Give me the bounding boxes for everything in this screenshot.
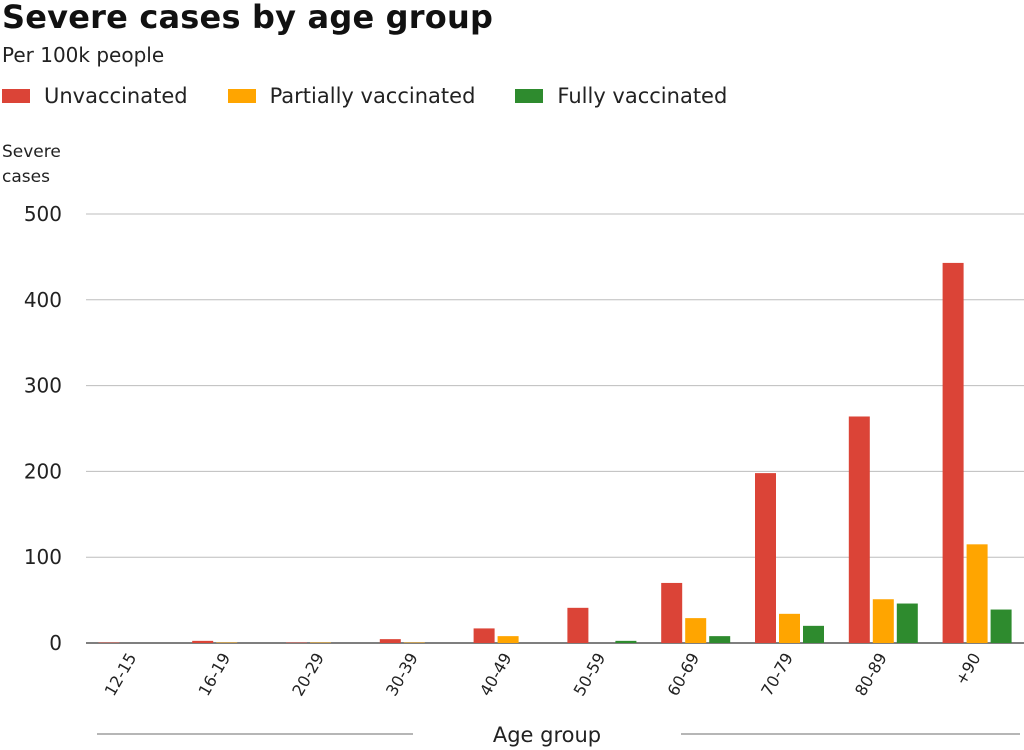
bar-partially-vaccinated-+90 xyxy=(966,544,988,643)
bar-partially-vaccinated-70-79 xyxy=(779,613,800,643)
y-tick-label-0: 0 xyxy=(49,631,62,655)
bar-unvaccinated-80-89 xyxy=(848,416,870,643)
bar-unvaccinated-70-79 xyxy=(755,473,776,643)
bar-fully-vaccinated-70-79 xyxy=(803,625,824,643)
x-tick-label-20-29: 20-29 xyxy=(288,650,328,700)
legend-item-partially-vaccinated: Partially vaccinated xyxy=(227,84,476,108)
bar-unvaccinated-40-49 xyxy=(473,628,495,643)
x-tick-label-50-59: 50-59 xyxy=(570,650,610,700)
x-tick-label-12-15: 12-15 xyxy=(101,650,141,700)
chart-subtitle: Per 100k people xyxy=(2,43,165,67)
x-tick-label-16-19: 16-19 xyxy=(194,650,234,700)
y-tick-label-300: 300 xyxy=(24,374,62,398)
bar-fully-vaccinated-50-59 xyxy=(615,640,637,643)
x-tick-label-30-39: 30-39 xyxy=(382,650,422,700)
x-tick-label-60-69: 60-69 xyxy=(663,650,703,700)
bar-fully-vaccinated-60-69 xyxy=(709,636,731,643)
bar-unvaccinated-30-39 xyxy=(379,639,401,643)
bar-unvaccinated-+90 xyxy=(942,262,964,643)
y-tick-label-200: 200 xyxy=(24,459,62,483)
legend-label-partially-vaccinated: Partially vaccinated xyxy=(269,84,476,108)
bar-unvaccinated-50-59 xyxy=(567,607,589,643)
legend: Unvaccinated Partially vaccinated Fully … xyxy=(2,84,767,108)
y-tick-label-100: 100 xyxy=(24,545,62,569)
chart-title: Severe cases by age group xyxy=(2,0,494,36)
x-tick-label-70-79: 70-79 xyxy=(757,650,797,700)
legend-label-fully-vaccinated: Fully vaccinated xyxy=(557,84,728,108)
legend-swatch-fully-vaccinated xyxy=(515,89,544,103)
x-tick-label-40-49: 40-49 xyxy=(476,650,516,700)
x-axis-title: Age group xyxy=(493,723,601,747)
bar-fully-vaccinated-80-89 xyxy=(896,603,918,643)
y-axis-label: Severe cases xyxy=(2,142,61,187)
y-tick-label-400: 400 xyxy=(24,288,62,312)
legend-item-unvaccinated: Unvaccinated xyxy=(2,84,188,108)
bar-partially-vaccinated-80-89 xyxy=(872,599,894,643)
legend-swatch-partially-vaccinated xyxy=(227,89,256,103)
legend-swatch-unvaccinated xyxy=(2,89,30,103)
bar-fully-vaccinated-+90 xyxy=(990,609,1012,643)
x-tick-label-+90: +90 xyxy=(951,650,984,689)
y-tick-label-500: 500 xyxy=(24,202,62,226)
bar-partially-vaccinated-40-49 xyxy=(497,636,519,643)
bar-unvaccinated-16-19 xyxy=(192,640,214,643)
legend-label-unvaccinated: Unvaccinated xyxy=(44,84,188,108)
bar-partially-vaccinated-60-69 xyxy=(685,618,707,643)
x-tick-label-80-89: 80-89 xyxy=(851,650,891,700)
bar-unvaccinated-60-69 xyxy=(661,582,683,643)
legend-item-fully-vaccinated: Fully vaccinated xyxy=(515,84,727,108)
